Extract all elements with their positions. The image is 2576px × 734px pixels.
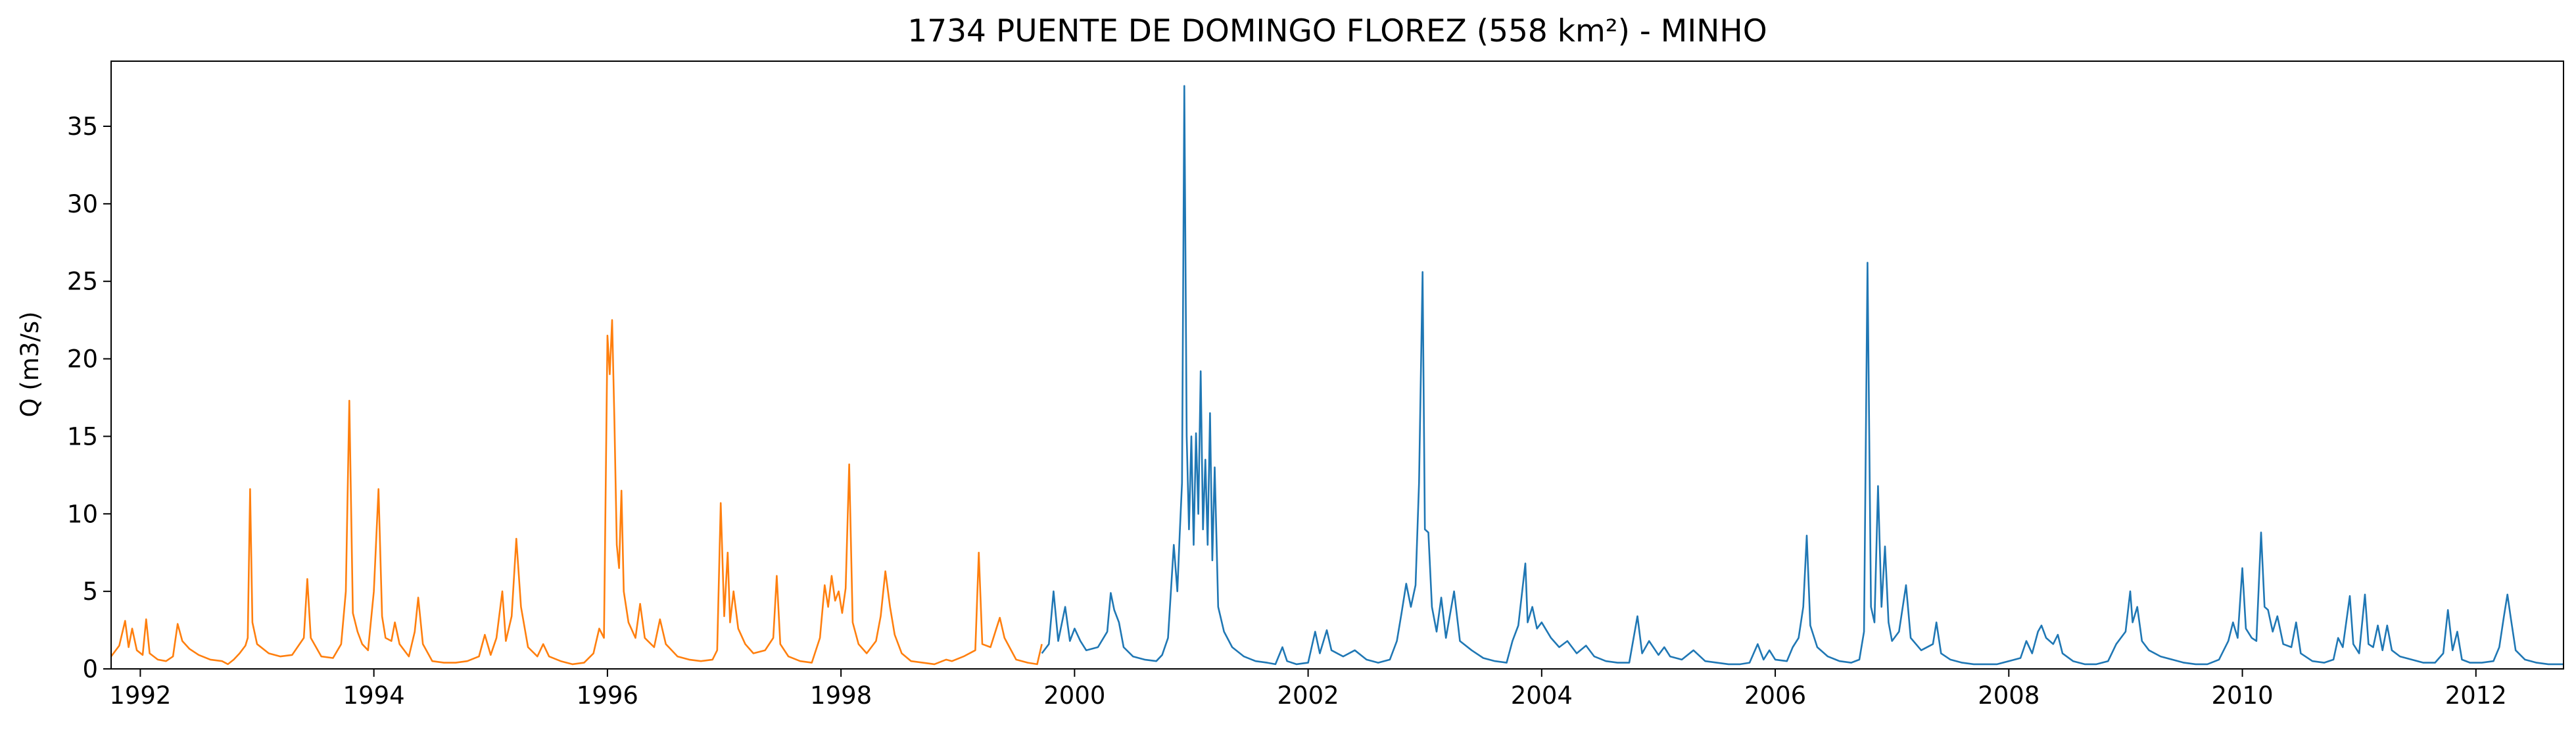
x-tick-label: 2004 xyxy=(1511,681,1573,710)
y-tick-label: 35 xyxy=(67,112,98,141)
y-tick-label: 5 xyxy=(82,577,98,606)
x-tick-label: 1994 xyxy=(343,681,405,710)
y-tick-label: 0 xyxy=(82,655,98,683)
ticks-layer: 1992 1994 1996 1998 2000 2002 2004 2006 2008 2010… xyxy=(67,112,2507,710)
y-axis-label: Q (m3/s) xyxy=(16,311,44,417)
x-tick-label: 2002 xyxy=(1277,681,1339,710)
y-tick-label: 30 xyxy=(67,190,98,218)
x-tick-label: 2012 xyxy=(2445,681,2507,710)
plot-frame xyxy=(110,61,2564,670)
x-tick-label: 1996 xyxy=(577,681,638,710)
x-tick-label: 1998 xyxy=(810,681,872,710)
x-tick-label: 2006 xyxy=(1744,681,1806,710)
x-tick-label: 2010 xyxy=(2211,681,2273,710)
x-tick-label: 1992 xyxy=(109,681,171,710)
y-tick-label: 20 xyxy=(67,345,98,374)
series-line-2 xyxy=(1041,85,2564,666)
chart-title: 1734 PUENTE DE DOMINGO FLOREZ (558 km²) … xyxy=(907,13,1767,49)
x-tick-label: 2008 xyxy=(1978,681,2039,710)
series-layer xyxy=(110,85,2564,666)
series-line-1 xyxy=(110,319,1043,666)
y-tick-label: 10 xyxy=(67,500,98,528)
y-tick-label: 25 xyxy=(67,268,98,296)
y-tick-label: 15 xyxy=(67,422,98,451)
x-tick-label: 2000 xyxy=(1043,681,1105,710)
